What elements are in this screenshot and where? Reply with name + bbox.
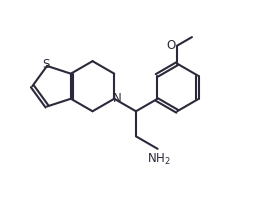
Text: S: S (42, 58, 50, 71)
Text: N: N (113, 92, 122, 105)
Text: NH$_2$: NH$_2$ (147, 152, 171, 167)
Text: O: O (166, 39, 175, 52)
